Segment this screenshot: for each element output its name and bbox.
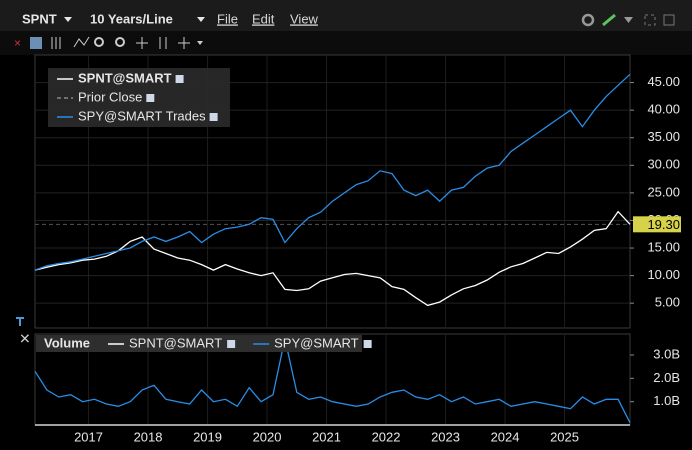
y-tick-label: 2.0B	[653, 370, 680, 385]
x-tick-label: 2022	[372, 429, 401, 444]
x-tick-label: 2019	[193, 429, 222, 444]
legend-label: SPNT@SMART	[78, 70, 172, 85]
y-tick-label: 15.00	[647, 239, 680, 254]
link-icon[interactable]	[602, 13, 616, 27]
pin-icon[interactable]	[16, 317, 24, 326]
y-tick-label: 45.00	[647, 74, 680, 89]
prior-close-label: 19.30	[647, 217, 680, 232]
y-tick-label: 1.0B	[653, 393, 680, 408]
price-panel	[34, 54, 631, 329]
zoom-out[interactable]	[115, 37, 125, 47]
legend-checkbox[interactable]	[146, 94, 155, 102]
pan-tool[interactable]	[178, 37, 190, 49]
series-line	[34, 73, 631, 271]
legend-label: SPNT@SMART	[129, 335, 222, 350]
y-tick-label: 25.00	[647, 184, 680, 199]
settings-icon[interactable]	[581, 13, 595, 27]
volume-title: Volume	[44, 335, 90, 350]
period-dropdown[interactable]	[197, 17, 205, 22]
y-tick-label: 5.00	[655, 295, 680, 310]
legend-box	[48, 68, 230, 127]
x-tick-label: 2017	[74, 429, 103, 444]
x-tick-label: 2023	[431, 429, 460, 444]
zoom-in[interactable]	[94, 37, 104, 47]
menu-file[interactable]: File	[217, 11, 238, 26]
title-bar	[0, 0, 692, 31]
x-tick-label: 2020	[253, 429, 282, 444]
window-dropdown[interactable]	[624, 17, 633, 23]
y-tick-label: 3.0B	[653, 346, 680, 361]
y-tick-label: 35.00	[647, 129, 680, 144]
series-line	[34, 338, 631, 423]
legend-box	[36, 335, 362, 352]
x-tick-label: 2018	[134, 429, 163, 444]
symbol[interactable]: SPNT	[22, 11, 57, 26]
bars-tool[interactable]	[51, 37, 61, 49]
series-line	[34, 210, 631, 307]
legend-label: SPY@SMART	[274, 335, 359, 350]
close-panel[interactable]: ✕	[19, 331, 31, 347]
x-tick-label: 2024	[491, 429, 520, 444]
legend-checkbox[interactable]	[227, 340, 236, 348]
x-tick-label: 2025	[550, 429, 579, 444]
crosshair[interactable]	[136, 37, 148, 49]
legend-label: SPY@SMART Trades	[78, 108, 206, 123]
menu-view[interactable]: View	[290, 11, 319, 26]
close-icon[interactable]: ×	[14, 36, 21, 50]
legend-label: Prior Close	[78, 89, 142, 104]
y-tick-label: 30.00	[647, 157, 680, 172]
maximize-icon[interactable]	[663, 14, 675, 26]
legend-checkbox[interactable]	[209, 113, 218, 121]
compare-tool[interactable]	[159, 37, 167, 49]
text-tool[interactable]	[30, 37, 42, 49]
y-tick-label: 10.00	[647, 267, 680, 282]
tools-dropdown[interactable]	[197, 41, 203, 45]
legend-checkbox[interactable]	[175, 75, 184, 83]
x-tick-label: 2021	[312, 429, 341, 444]
prior-close-box	[633, 216, 681, 233]
menu-edit[interactable]: Edit	[252, 11, 275, 26]
y-tick-label: 40.00	[647, 102, 680, 117]
line-tool[interactable]	[73, 36, 90, 48]
detach-icon[interactable]	[644, 14, 656, 26]
legend-checkbox[interactable]	[363, 340, 372, 348]
symbol-dropdown[interactable]	[64, 17, 72, 22]
period[interactable]: 10 Years/Line	[90, 11, 173, 26]
